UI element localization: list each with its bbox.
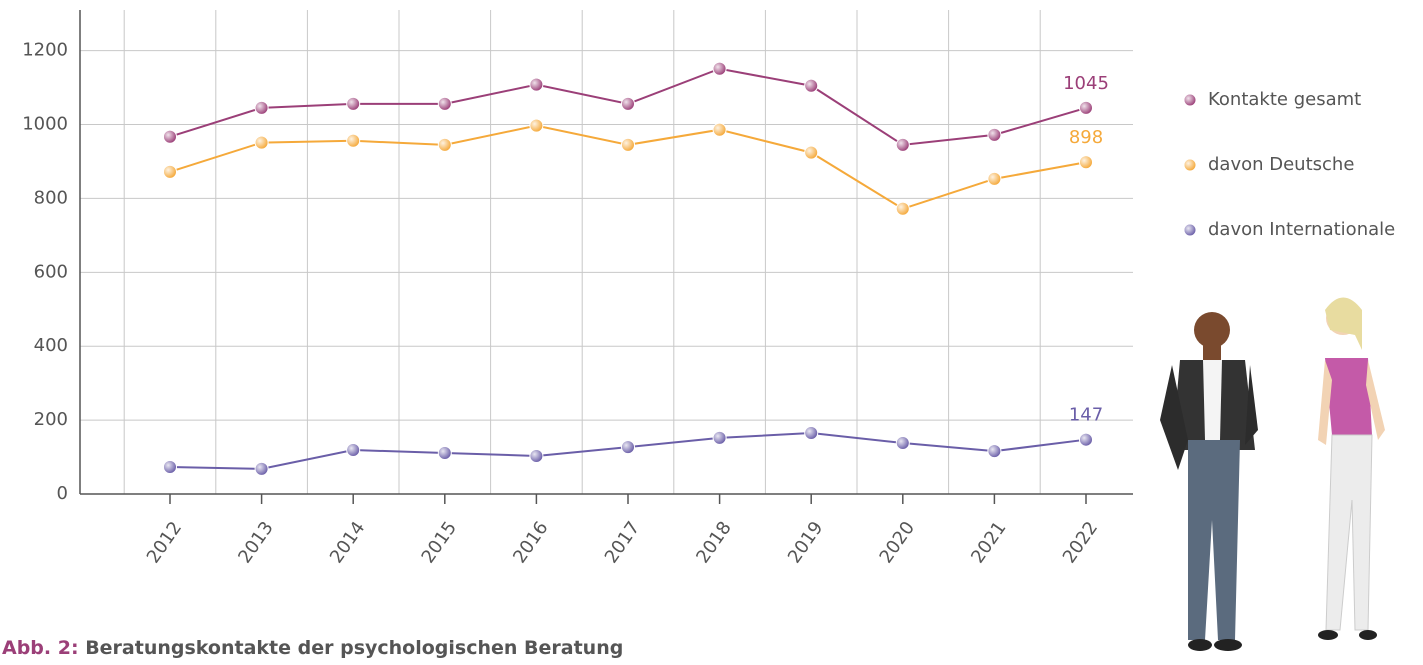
legend-label: Kontakte gesamt (1208, 89, 1361, 110)
y-tick-label: 800 (34, 187, 68, 208)
figure-label: Abb. 2: (2, 637, 79, 659)
data-point-shine (255, 101, 268, 114)
y-tick-label: 0 (57, 483, 68, 504)
data-point-shine (530, 449, 543, 462)
data-point-shine (438, 446, 451, 459)
data-point-shine (1080, 101, 1092, 114)
data-point-shine (622, 441, 634, 454)
data-point-shine (713, 123, 726, 136)
legend-marker-shine (1184, 94, 1196, 106)
y-tick-label: 1200 (22, 40, 68, 61)
data-point-shine (347, 97, 360, 110)
data-point-shine (255, 462, 268, 475)
value-label: 147 (1069, 405, 1103, 426)
data-point-shine (805, 427, 818, 440)
data-point-shine (622, 138, 634, 151)
data-point-shine (713, 431, 726, 444)
data-point-shine (896, 437, 909, 450)
data-point-shine (1080, 433, 1092, 446)
data-point-shine (438, 97, 451, 110)
data-point-shine (988, 445, 1001, 458)
legend-marker-shine (1184, 159, 1196, 171)
data-point-shine (164, 165, 176, 178)
legend-label: davon Internationale (1208, 219, 1395, 240)
x-tick-label: 2016 (509, 518, 552, 568)
data-point-shine (896, 138, 909, 151)
data-point-shine (164, 130, 176, 143)
illustration-woman (1318, 297, 1385, 640)
x-tick-label: 2015 (418, 518, 461, 568)
chart-title: Beratungskontakte der psychologischen Be… (85, 637, 623, 659)
x-tick-label: 2021 (967, 518, 1010, 568)
data-point-shine (347, 134, 360, 147)
data-point-shine (530, 78, 543, 91)
legend-label: davon Deutsche (1208, 154, 1354, 175)
y-tick-label: 400 (34, 335, 68, 356)
y-tick-label: 200 (34, 409, 68, 430)
illustration-man (1160, 312, 1258, 651)
data-point-shine (713, 62, 726, 75)
data-point-shine (988, 128, 1001, 141)
x-tick-label: 2017 (601, 518, 644, 568)
x-tick-label: 2013 (234, 518, 277, 568)
data-point-shine (438, 138, 451, 151)
data-point-shine (622, 97, 634, 110)
data-point-shine (255, 136, 268, 149)
x-tick-label: 2018 (692, 518, 735, 568)
data-point-shine (896, 202, 909, 215)
x-tick-label: 2022 (1059, 518, 1102, 568)
data-point-shine (988, 172, 1001, 185)
x-tick-label: 2014 (326, 518, 369, 568)
legend-marker-shine (1184, 224, 1196, 236)
x-tick-label: 2019 (784, 518, 827, 568)
x-tick-label: 2020 (876, 518, 919, 568)
value-label: 1045 (1063, 73, 1109, 94)
data-point-shine (530, 119, 543, 132)
caption: Abb. 2: Beratungskontakte der psychologi… (2, 637, 623, 659)
data-point-shine (347, 444, 360, 457)
y-tick-label: 1000 (22, 114, 68, 135)
x-tick-label: 2012 (143, 518, 186, 568)
value-label: 898 (1069, 127, 1103, 148)
data-point-shine (805, 146, 818, 159)
y-tick-label: 600 (34, 261, 68, 282)
data-point-shine (1080, 156, 1092, 169)
data-point-shine (164, 461, 176, 474)
data-point-shine (805, 79, 818, 92)
